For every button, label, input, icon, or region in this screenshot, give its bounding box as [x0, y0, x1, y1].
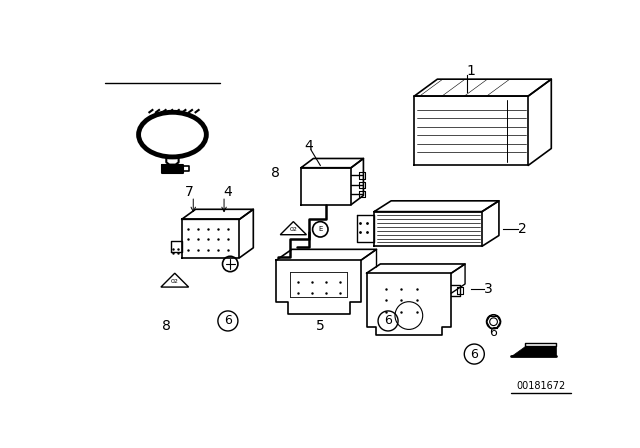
Text: 3: 3	[484, 282, 493, 296]
Text: 02: 02	[289, 227, 298, 232]
Text: 00181672: 00181672	[516, 381, 565, 392]
Text: 6: 6	[384, 314, 392, 327]
Text: 6: 6	[470, 348, 478, 361]
Text: 4: 4	[305, 139, 313, 153]
Text: 7: 7	[185, 185, 194, 199]
Text: E: E	[318, 226, 323, 233]
Text: 02: 02	[171, 279, 179, 284]
Bar	[162, 165, 183, 173]
Text: 6: 6	[224, 314, 232, 327]
Text: 6: 6	[490, 326, 497, 339]
Text: 1: 1	[466, 64, 475, 78]
Text: 8: 8	[271, 166, 280, 180]
Text: 2: 2	[518, 222, 527, 236]
Text: 5: 5	[316, 319, 324, 332]
Text: 8: 8	[162, 319, 171, 332]
Polygon shape	[511, 345, 556, 356]
Text: 4: 4	[223, 185, 232, 199]
